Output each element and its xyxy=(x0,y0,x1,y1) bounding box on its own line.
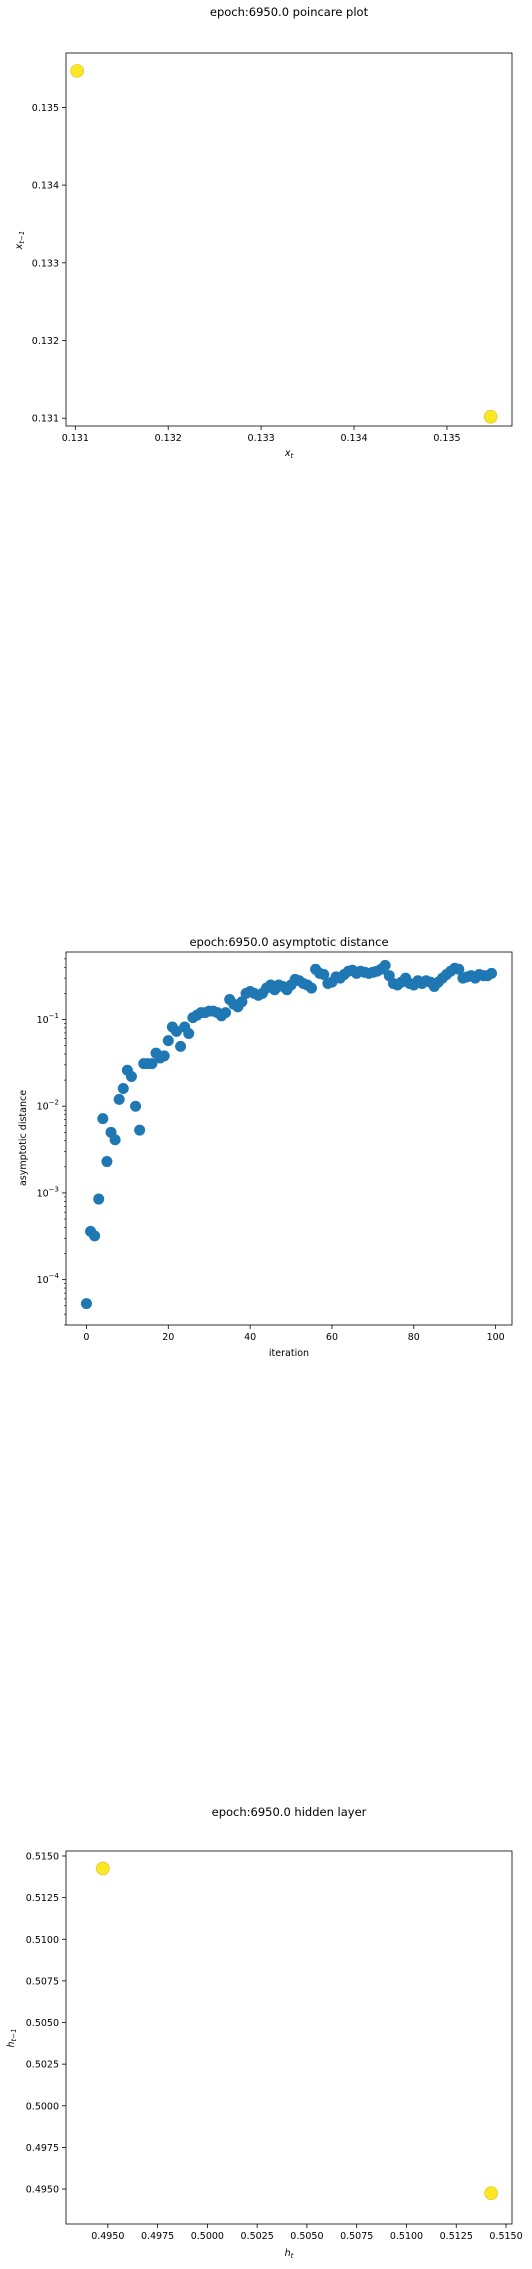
hidden-layer-x-label: ht xyxy=(285,2248,294,2260)
asymptotic-y-ticks: 10−4 10−3 10−2 10−1 xyxy=(37,958,66,1326)
asymptotic-point xyxy=(117,1083,129,1095)
asymptotic-point xyxy=(130,1100,142,1112)
hidden-layer-y-tick-label: 0.5150 xyxy=(26,1851,59,1862)
hidden-layer-x-tick-label: 0.5050 xyxy=(290,2231,323,2242)
asymptotic-point xyxy=(93,1193,105,1205)
asymptotic-point xyxy=(453,963,465,975)
asymptotic-point xyxy=(125,1071,137,1083)
hidden-layer-chart: epoch:6950.0 hidden layer 0.4950 0.4975 0.… xyxy=(6,1805,523,2260)
asymptotic-point xyxy=(236,996,248,1008)
asymptotic-point xyxy=(146,1058,158,1070)
asymptotic-point xyxy=(175,1040,187,1052)
hidden-layer-x-tick-label: 0.4950 xyxy=(91,2231,124,2242)
poincare-y-tick-label: 0.132 xyxy=(32,336,59,347)
hidden-layer-y-tick-label: 0.5000 xyxy=(26,2101,59,2112)
hidden-layer-y-label: ht−1 xyxy=(6,2028,18,2047)
hidden-layer-x-tick-label: 0.5150 xyxy=(489,2231,522,2242)
hidden-layer-x-tick-label: 0.5000 xyxy=(191,2231,224,2242)
hidden-layer-y-tick-label: 0.4950 xyxy=(26,2185,59,2196)
poincare-point xyxy=(70,64,84,78)
hidden-layer-y-ticks: 0.4950 0.4975 0.5000 0.5025 0.5050 0.5075 0.51… xyxy=(26,1851,66,2196)
asymptotic-point xyxy=(158,1050,170,1062)
hidden-layer-x-ticks: 0.4950 0.4975 0.5000 0.5025 0.5050 0.5075 0.51… xyxy=(91,2224,523,2242)
asymptotic-x-tick-label: 20 xyxy=(162,1332,174,1343)
poincare-x-label: xt xyxy=(284,448,294,460)
asymptotic-point xyxy=(162,1035,174,1047)
asymptotic-x-tick-label: 0 xyxy=(83,1332,89,1343)
asymptotic-point xyxy=(101,1156,113,1168)
poincare-y-tick-label: 0.131 xyxy=(32,414,59,425)
asymptotic-y-tick-label: 10−4 xyxy=(37,1272,60,1286)
asymptotic-point xyxy=(318,969,330,981)
hidden-layer-title: epoch:6950.0 hidden layer xyxy=(212,1805,367,1819)
hidden-layer-x-tick-label: 0.5100 xyxy=(390,2231,423,2242)
poincare-x-tick-label: 0.133 xyxy=(248,433,275,444)
hidden-layer-y-tick-label: 0.5100 xyxy=(26,1935,59,1946)
hidden-layer-y-tick-label: 0.5050 xyxy=(26,2018,59,2029)
poincare-x-tick-label: 0.132 xyxy=(155,433,182,444)
poincare-y-tick-label: 0.134 xyxy=(32,181,59,192)
poincare-chart: epoch:6950.0 poincare plot 0.131 0.132 0.1… xyxy=(14,5,513,460)
poincare-x-tick-label: 0.134 xyxy=(340,433,367,444)
hidden-layer-point xyxy=(96,1861,110,1876)
asymptotic-point xyxy=(109,1134,121,1146)
asymptotic-x-label: iteration xyxy=(269,1348,309,1359)
asymptotic-point xyxy=(97,1113,109,1125)
hidden-layer-x-tick-label: 0.5075 xyxy=(340,2231,373,2242)
asymptotic-x-tick-label: 40 xyxy=(244,1332,256,1343)
asymptotic-point xyxy=(183,1027,195,1039)
hidden-layer-x-tick-label: 0.5125 xyxy=(440,2231,473,2242)
hidden-layer-y-tick-label: 0.4975 xyxy=(26,2143,59,2154)
hidden-layer-point xyxy=(484,2186,498,2200)
hidden-layer-points xyxy=(96,1861,498,2200)
hidden-layer-plot-frame xyxy=(65,1850,513,2225)
asymptotic-point xyxy=(170,1025,182,1037)
poincare-title: epoch:6950.0 poincare plot xyxy=(210,5,369,19)
asymptotic-x-tick-label: 60 xyxy=(326,1332,338,1343)
poincare-y-tick-label: 0.133 xyxy=(32,258,59,269)
asymptotic-point xyxy=(80,1298,92,1310)
hidden-layer-y-tick-label: 0.5075 xyxy=(26,1976,59,1987)
asymptotic-points xyxy=(80,959,498,1310)
hidden-layer-x-tick-label: 0.5025 xyxy=(241,2231,274,2242)
asymptotic-plot-frame xyxy=(65,951,513,1326)
asymptotic-y-label: asymptotic distance xyxy=(18,1090,29,1186)
asymptotic-y-tick-label: 10−2 xyxy=(37,1099,59,1113)
asymptotic-y-tick-label: 10−1 xyxy=(37,1012,59,1026)
poincare-y-tick-label: 0.135 xyxy=(32,103,59,114)
asymptotic-point xyxy=(306,982,318,994)
poincare-plot-frame xyxy=(65,52,513,427)
asymptotic-chart: epoch:6950.0 asymptotic distance 0 20 40 60… xyxy=(18,935,513,1359)
asymptotic-point xyxy=(89,1230,101,1242)
asymptotic-point xyxy=(113,1093,125,1105)
poincare-point xyxy=(483,409,498,424)
asymptotic-title: epoch:6950.0 asymptotic distance xyxy=(189,935,388,949)
poincare-points xyxy=(70,64,498,424)
poincare-x-tick-label: 0.131 xyxy=(62,433,89,444)
poincare-x-tick-label: 0.135 xyxy=(433,433,460,444)
asymptotic-x-tick-label: 100 xyxy=(487,1332,505,1343)
poincare-y-ticks: 0.131 0.132 0.133 0.134 0.135 xyxy=(32,103,66,425)
hidden-layer-y-tick-label: 0.5125 xyxy=(26,1893,59,1904)
poincare-y-label: xt−1 xyxy=(14,231,26,251)
asymptotic-point xyxy=(486,967,498,979)
asymptotic-x-tick-label: 80 xyxy=(408,1332,420,1343)
asymptotic-x-ticks: 0 20 40 60 80 100 xyxy=(83,1325,505,1343)
asymptotic-y-tick-label: 10−3 xyxy=(37,1185,59,1199)
hidden-layer-y-tick-label: 0.5025 xyxy=(26,2060,59,2071)
hidden-layer-x-tick-label: 0.4975 xyxy=(141,2231,174,2242)
asymptotic-point xyxy=(134,1124,146,1136)
poincare-x-ticks: 0.131 0.132 0.133 0.134 0.135 xyxy=(62,426,461,444)
asymptotic-point xyxy=(220,1007,232,1019)
asymptotic-point xyxy=(379,959,391,971)
